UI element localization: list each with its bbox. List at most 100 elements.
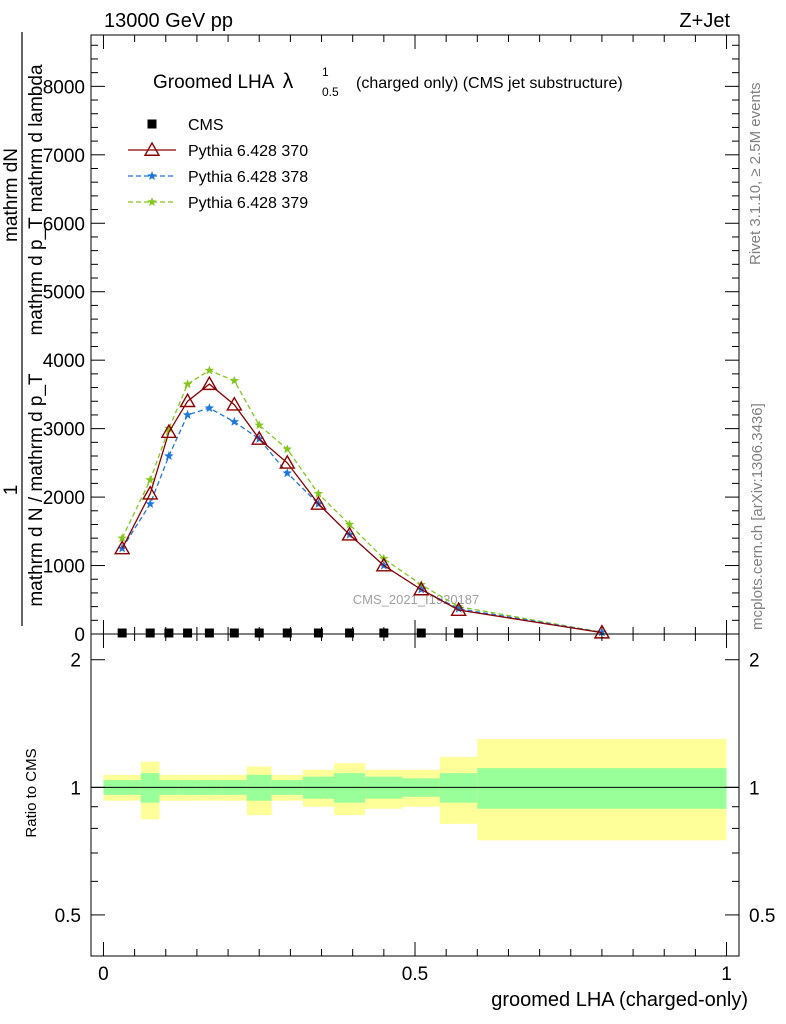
point-pythia-6-428-379 [282,444,292,454]
point-pythia-6-428-378 [164,451,174,461]
point-pythia-6-428-370 [226,396,243,411]
main-ytick-label: 6000 [43,214,85,235]
legend-label-pythia-6-428-378: Pythia 6.428 378 [188,169,308,186]
ratio-bands [103,739,727,841]
main-ytick-label: 5000 [43,283,85,304]
legend: CMS Pythia 6.428 370 Pythia 6.428 378 Pythi… [128,117,308,212]
ylabel-denominator: mathrm d p_T mathrm d lambda [26,64,47,335]
point-cms [416,628,426,638]
legend-label-pythia-6-428-370: Pythia 6.428 370 [188,143,308,160]
ratio-ytick-label: 0.5 [55,906,81,927]
point-pythia-6-428-370 [341,526,358,541]
ratio-ytick-label-right: 2 [749,651,760,672]
ratio-panel: 0.5 0.51 12 2 0 0.5 1 Ratio to CMS groomed LH… [23,633,776,1011]
ratio-band-inner [140,773,160,803]
point-cms [229,628,239,638]
xtick-label: 0.5 [402,964,428,985]
point-pythia-6-428-379 [344,519,355,529]
header-energy: 13000 GeV pp [104,10,233,32]
ylabel-prefix-den: mathrm d N / mathrm d p_T [26,373,47,607]
main-ytick-label: 1000 [43,557,85,578]
main-series [113,365,611,639]
series-line-pythia-6-428-378 [121,407,603,633]
point-cms [454,628,464,638]
chart-title-symbol: λ [283,70,294,93]
series-line-pythia-6-428-370 [121,383,603,634]
ratio-ytick-label: 2 [70,651,81,672]
point-cms [164,628,174,638]
point-pythia-6-428-370 [279,454,296,469]
main-ytick-label: 8000 [43,77,85,98]
point-cms [117,628,127,638]
legend-marker-pythia-6-428-370 [143,141,161,156]
point-pythia-6-428-370 [450,601,467,616]
point-pythia-6-428-370 [413,581,430,596]
ratio-x-ticks: 0 0.5 1 [98,634,732,985]
chart-title-sub: 0.5 [322,85,339,99]
point-pythia-6-428-370 [113,540,131,555]
point-pythia-6-428-378 [453,603,464,613]
mcplots-label: mcplots.cern.ch [arXiv:1306.3436] [749,403,766,630]
chart-title: Groomed LHA λ [153,70,294,93]
point-pythia-6-428-378 [145,498,155,508]
ratio-ytick-label: 1 [70,778,81,799]
legend-label-cms: CMS [188,117,224,134]
ratio-y-label: Ratio to CMS [23,748,40,837]
point-pythia-6-428-370 [201,375,218,391]
point-pythia-6-428-378 [282,468,292,478]
point-pythia-6-428-370 [375,557,393,572]
ylabel-prefix-one: 1 [1,485,22,496]
ylabel-numerator: mathrm dN [1,148,22,242]
series-line-pythia-6-428-379 [121,369,603,633]
point-cms [254,628,264,638]
main-ytick-label: 0 [74,625,85,646]
legend-marker-pythia-6-428-379 [147,197,157,206]
chart-title-main: Groomed LHA [153,72,275,93]
point-pythia-6-428-379 [416,579,426,589]
ratio-y-ticks: 0.5 0.5 1 1 2 2 [55,651,776,927]
point-pythia-6-428-370 [179,392,196,408]
legend-label-pythia-6-428-379: Pythia 6.428 379 [188,195,308,212]
ratio-band-inner [439,773,478,803]
ratio-ytick-label-right: 0.5 [749,906,775,927]
point-cms [313,628,323,638]
xtick-label: 1 [721,964,732,985]
point-pythia-6-428-379 [164,423,174,433]
x-axis-label: groomed LHA (charged-only) [491,989,748,1011]
main-x-ticks [102,35,728,634]
main-y-label: mathrm dN mathrm d p_T mathrm d lambda 1… [1,32,47,626]
ratio-ytick-label-right: 1 [749,778,760,799]
point-pythia-6-428-379 [313,488,324,498]
point-cms [345,628,355,638]
point-pythia-6-428-379 [204,365,215,375]
main-ytick-label: 7000 [43,146,85,167]
point-pythia-6-428-379 [254,420,264,430]
point-pythia-6-428-379 [117,533,127,543]
chart-title-sup: 1 [322,65,329,79]
point-pythia-6-428-379 [182,379,193,389]
point-cms [204,628,214,638]
rivet-label: Rivet 3.1.10, ≥ 2.5M events [747,83,764,266]
point-pythia-6-428-378 [204,403,215,413]
main-ytick-label: 3000 [43,420,85,441]
point-pythia-6-428-370 [310,495,327,510]
point-pythia-6-428-370 [251,430,268,445]
point-pythia-6-428-378 [229,416,240,426]
point-pythia-6-428-378 [597,627,607,637]
legend-marker-cms [147,119,157,129]
main-ytick-label: 4000 [43,351,85,372]
point-cms [282,628,292,638]
point-cms [379,628,389,638]
ratio-band-inner [477,768,727,809]
point-pythia-6-428-370 [160,423,178,439]
point-cms [183,628,193,638]
point-pythia-6-428-379 [145,475,155,484]
xtick-label: 0 [98,964,109,985]
main-y-ticks: 0 1000 2000 3000 4000 5000 6000 7000 8000 [43,44,739,646]
main-ytick-label: 2000 [43,488,85,509]
point-pythia-6-428-370 [141,485,159,500]
point-pythia-6-428-378 [182,409,193,419]
ratio-band-inner [334,773,366,803]
